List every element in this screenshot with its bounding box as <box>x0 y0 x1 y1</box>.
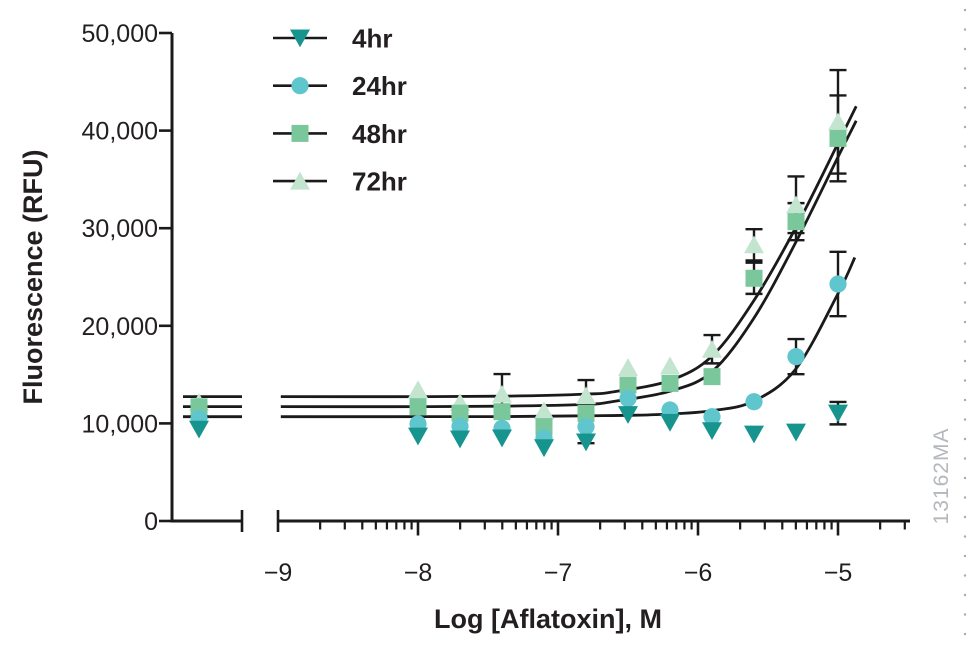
y-tick-labels: 0 10,000 20,000 30,000 40,000 50,000 <box>82 20 158 536</box>
y-tick-label: 20,000 <box>82 313 158 341</box>
y-tick-label: 40,000 <box>82 118 158 146</box>
point-24hr <box>577 418 595 436</box>
point-4hr <box>492 429 512 448</box>
legend-marker-72hr <box>290 171 310 190</box>
point-72hr <box>408 380 428 399</box>
x-tick-label: −9 <box>264 559 293 587</box>
point-72hr <box>576 386 596 405</box>
point-48hr <box>409 398 427 416</box>
point-72hr <box>702 339 722 358</box>
legend-entry-24hr: 24hr <box>273 71 407 101</box>
point-4hr-control <box>189 420 209 439</box>
point-24hr <box>703 408 721 426</box>
point-72hr <box>534 401 554 420</box>
axes <box>159 31 910 536</box>
legend-marker-4hr <box>290 29 310 48</box>
fit-curve-24hr <box>280 256 857 419</box>
legend: 4hr 24hr 48hr 72hr <box>273 24 407 197</box>
data-points <box>189 112 848 458</box>
legend-entry-48hr: 48hr <box>273 119 407 149</box>
legend-marker-48hr <box>291 124 309 142</box>
x-tick-label: −8 <box>404 559 433 587</box>
watermark: 13162MA <box>930 428 953 525</box>
point-24hr <box>745 393 763 411</box>
point-4hr <box>828 404 848 423</box>
point-72hr <box>492 384 512 403</box>
x-axis-title: Log [Aflatoxin], M <box>434 604 662 634</box>
legend-entry-72hr: 72hr <box>273 167 407 197</box>
point-72hr <box>744 235 764 254</box>
point-72hr <box>786 195 806 214</box>
point-4hr <box>450 430 470 449</box>
x-tick-label: −5 <box>824 559 853 587</box>
point-4hr <box>702 422 722 441</box>
legend-label: 24hr <box>352 71 407 101</box>
y-tick-label: 0 <box>144 508 158 536</box>
legend-label: 72hr <box>352 167 407 197</box>
y-tick-label: 30,000 <box>82 215 158 243</box>
y-tick-label: 50,000 <box>82 20 158 48</box>
point-48hr <box>619 376 637 394</box>
point-72hr <box>828 112 848 131</box>
legend-entry-4hr: 4hr <box>273 24 392 54</box>
point-4hr <box>744 425 764 444</box>
point-48hr <box>451 404 469 422</box>
point-24hr <box>619 389 637 408</box>
point-72hr <box>660 356 680 375</box>
point-4hr <box>786 423 806 442</box>
legend-marker-24hr <box>291 77 309 95</box>
point-48hr <box>577 404 595 422</box>
x-tick-labels: −9 −8 −7 −6 −5 <box>264 559 853 587</box>
x-tick-label: −7 <box>544 559 573 587</box>
point-4hr <box>618 406 638 424</box>
point-24hr <box>829 275 847 293</box>
fit-curve-48hr <box>280 120 858 409</box>
point-48hr <box>703 368 721 386</box>
point-48hr <box>745 269 763 287</box>
fit-curve-72hr <box>280 105 858 399</box>
fitted-curves <box>280 105 858 419</box>
point-72hr <box>618 358 638 376</box>
point-4hr <box>534 439 554 458</box>
point-48hr <box>661 374 679 392</box>
point-48hr <box>787 213 805 231</box>
point-4hr <box>660 413 680 432</box>
x-tick-label: −6 <box>684 559 713 587</box>
legend-label: 4hr <box>352 24 392 54</box>
point-48hr <box>493 403 511 421</box>
y-tick-label: 10,000 <box>82 410 158 438</box>
point-4hr <box>408 427 428 446</box>
point-24hr <box>787 348 805 366</box>
point-4hr <box>576 433 596 452</box>
y-axis-title: Fluorescence (RFU) <box>18 149 48 404</box>
point-48hr <box>829 129 847 147</box>
legend-label: 48hr <box>352 119 407 149</box>
